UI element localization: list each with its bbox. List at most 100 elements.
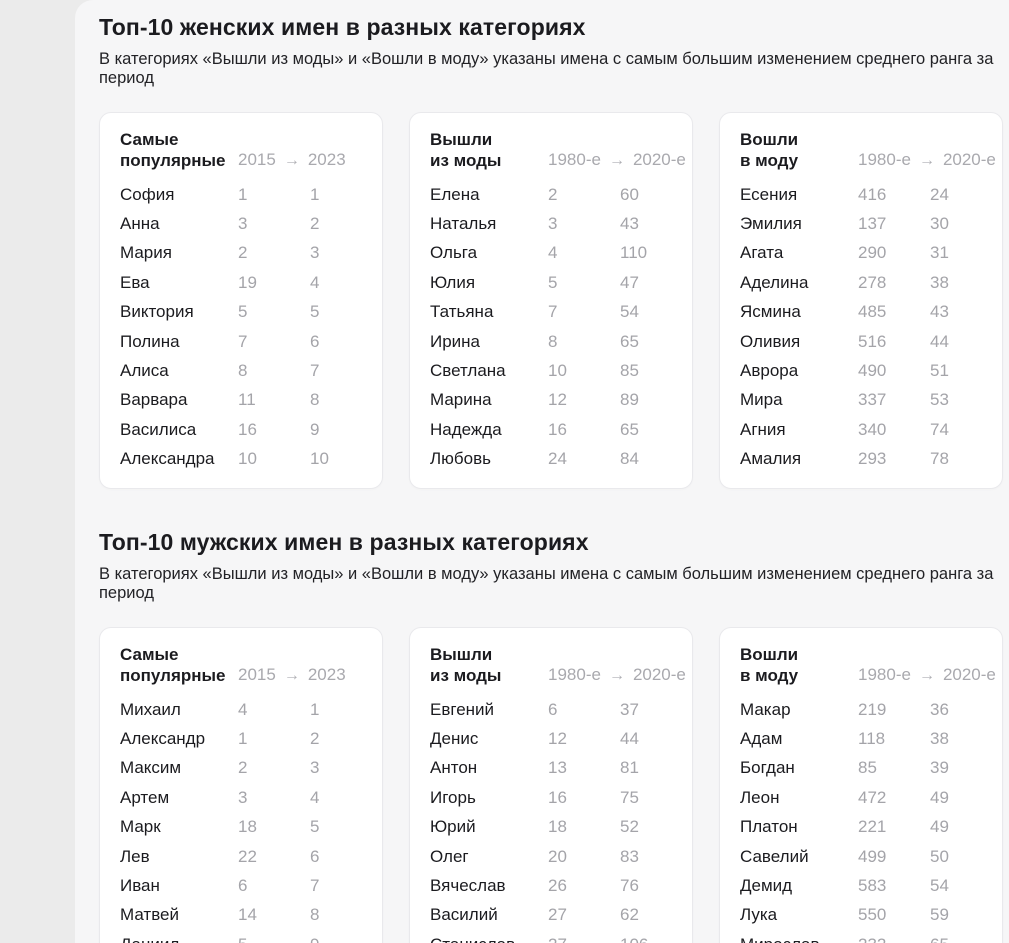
card-heading-line1: Самые [120, 644, 179, 664]
period-to: 2020-е [942, 664, 996, 684]
name-cell: Иван [120, 875, 160, 895]
value-to-cell: 81 [620, 758, 639, 778]
period-from: 2015 [238, 664, 276, 684]
name-cell: Варвара [120, 390, 188, 410]
name-cell: Мария [120, 243, 172, 263]
period-from: 1980-е [548, 150, 601, 169]
name-cell: Олег [430, 846, 469, 866]
value-to-cell: 59 [930, 905, 949, 925]
value-to-cell: 4 [310, 272, 320, 292]
name-cell: Алиса [120, 361, 169, 381]
name-cell: Адам [740, 728, 783, 748]
table-row: Виктория 5 5 [120, 298, 362, 327]
name-cell: Надежда [430, 419, 502, 439]
name-table: Елена 2 60 Наталья 3 43 Ольга 4 110 Юлия… [430, 180, 672, 474]
name-cell: Оливия [740, 331, 801, 351]
value-to-cell: 44 [930, 331, 949, 351]
value-to-cell: 4 [310, 787, 320, 807]
table-row: Олег 20 83 [430, 842, 672, 871]
name-cell: София [120, 184, 175, 204]
value-from-cell: 19 [238, 272, 257, 292]
period-to: 2020-е [632, 150, 686, 169]
period-label: 1980-е → 2020-е [548, 150, 686, 171]
value-from-cell: 85 [858, 758, 877, 778]
value-to-cell: 1 [310, 699, 320, 719]
arrow-right-icon: → [283, 152, 300, 169]
card-header: Вошли в моду 1980-е → 2020-е [740, 129, 996, 171]
name-cell: Лука [740, 905, 778, 925]
period-label: 2015 → 2023 [238, 665, 362, 686]
name-cell: Наталья [430, 214, 497, 234]
value-to-cell: 65 [620, 419, 639, 439]
value-from-cell: 12 [548, 390, 567, 410]
value-to-cell: 5 [310, 302, 320, 322]
card-heading-line2: популярные [120, 151, 226, 170]
period-label: 2015 → 2023 [238, 150, 362, 171]
name-cell: Даниил [120, 935, 238, 943]
table-row: Лука 550 59 [740, 901, 982, 930]
section-female-names: Топ-10 женских имен в разных категориях … [99, 14, 1003, 489]
arrow-right-icon: → [608, 152, 625, 169]
value-from-cell: 6 [238, 875, 248, 895]
table-row: Александра 10 10 [120, 445, 362, 474]
table-row: Платон 221 49 [740, 812, 982, 841]
table-row: Александр 1 2 [120, 724, 362, 753]
table-row: Наталья 3 43 [430, 209, 672, 238]
table-row: Денис 12 44 [430, 724, 672, 753]
value-to-cell: 89 [620, 390, 639, 410]
cards-row: Самые популярные 2015 → 2023 Михаил 4 1 [99, 626, 1003, 943]
arrow-right-icon: → [608, 666, 625, 684]
value-from-cell: 340 [858, 419, 887, 439]
value-to-cell: 62 [620, 905, 639, 925]
arrow-right-icon: → [918, 666, 935, 684]
name-cell: Светлана [430, 361, 506, 381]
name-table: София 1 1 Анна 3 2 Мария 2 3 Ева 19 [120, 180, 362, 474]
value-from-cell: 137 [858, 214, 887, 234]
table-row: Игорь 16 75 [430, 783, 672, 812]
name-cell: Анна [120, 214, 160, 234]
table-row: Ева 19 4 [120, 268, 362, 297]
table-row: Полина 7 6 [120, 327, 362, 356]
value-from-cell: 219 [858, 699, 887, 719]
value-to-cell: 30 [930, 214, 949, 234]
period-to: 2023 [307, 150, 346, 169]
table-row: Вячеслав 26 76 [430, 871, 672, 900]
card-heading: Самые популярные [120, 129, 238, 171]
table-row: Амалия 293 78 [740, 445, 982, 474]
value-from-cell: 416 [858, 184, 887, 204]
card-heading: Вышли из моды [430, 129, 548, 171]
value-to-cell: 39 [930, 758, 949, 778]
table-row: Леон 472 49 [740, 783, 982, 812]
value-to-cell: 60 [620, 184, 639, 204]
name-cell: Марина [430, 390, 492, 410]
table-row: Василиса 16 9 [120, 415, 362, 444]
value-to-cell: 38 [930, 728, 949, 748]
table-row: Любовь 24 84 [430, 445, 672, 474]
arrow-right-icon: → [283, 666, 300, 684]
value-from-cell: 2 [548, 184, 558, 204]
value-to-cell: 106 [620, 935, 672, 943]
value-to-cell: 49 [930, 787, 949, 807]
value-from-cell: 485 [858, 302, 887, 322]
value-from-cell: 6 [548, 699, 558, 719]
card-header: Самые популярные 2015 → 2023 [120, 129, 362, 171]
value-from-cell: 11 [238, 390, 256, 410]
name-cell: Мира [740, 390, 783, 410]
name-cell: Татьяна [430, 302, 494, 322]
period-from: 2015 [238, 150, 276, 169]
table-row: Станислав 27 106 [430, 930, 672, 943]
value-to-cell: 54 [620, 302, 639, 322]
value-from-cell: 1 [238, 184, 248, 204]
name-cell: Богдан [740, 758, 795, 778]
card-heading-line2: из моды [430, 665, 502, 685]
page-title: Топ-10 мужских имен в разных категориях [99, 528, 589, 555]
period-from: 1980-е [548, 664, 601, 684]
table-row: Иван 6 7 [120, 871, 362, 900]
value-from-cell: 490 [858, 361, 887, 381]
name-cell: Ольга [430, 243, 478, 263]
value-from-cell: 22 [238, 846, 257, 866]
table-row: Ольга 4 110 [430, 239, 672, 268]
value-to-cell: 9 [310, 935, 362, 943]
value-to-cell: 84 [620, 449, 639, 469]
value-from-cell: 3 [238, 787, 248, 807]
